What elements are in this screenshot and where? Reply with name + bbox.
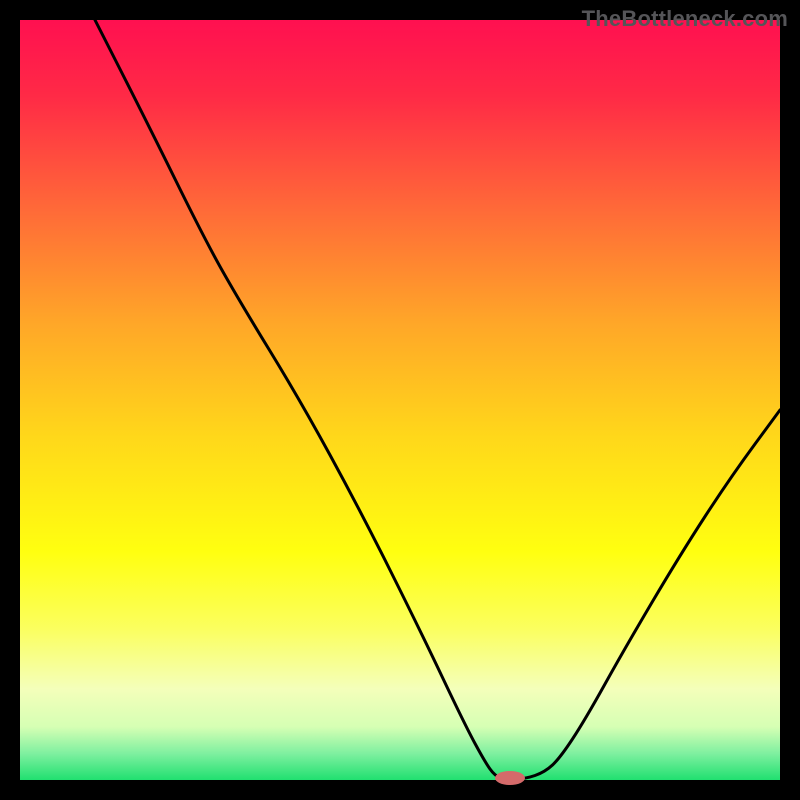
- bottleneck-chart: TheBottleneck.com: [0, 0, 800, 800]
- chart-background: [20, 20, 780, 780]
- chart-canvas: [0, 0, 800, 800]
- optimal-marker: [495, 771, 525, 785]
- watermark-text: TheBottleneck.com: [582, 6, 788, 32]
